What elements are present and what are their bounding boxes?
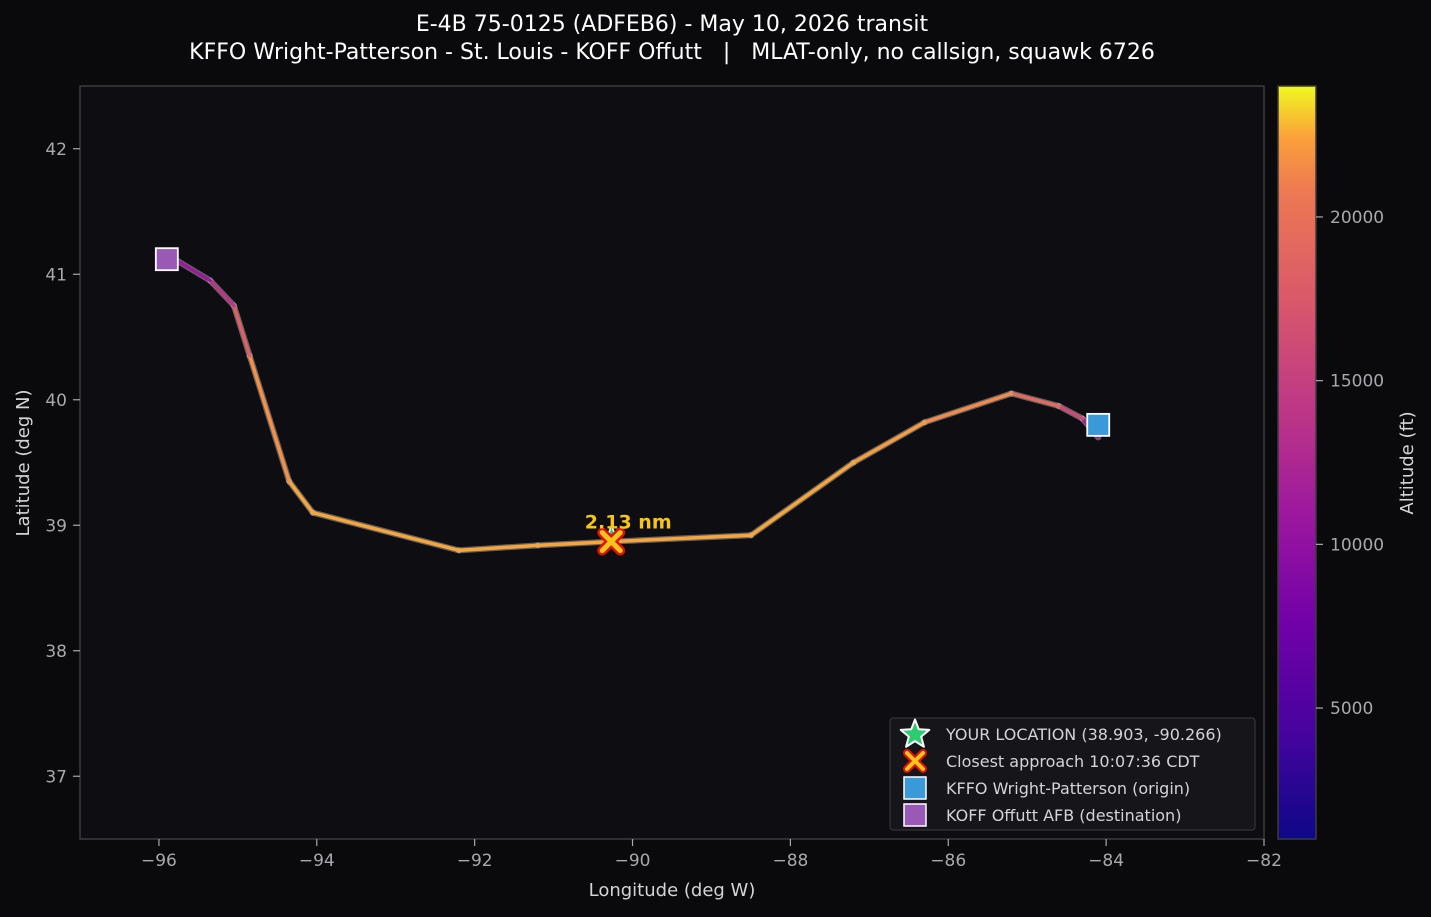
chart-title: E-4B 75-0125 (ADFEB6) - May 10, 2026 tra…: [416, 12, 929, 37]
star-icon: [899, 718, 931, 748]
colorbar-ticks: 5000 10000 15000 20000: [1316, 208, 1384, 719]
y-tick-label: 42: [45, 140, 67, 160]
track-segment: [232, 303, 252, 358]
colorbar-tick-label: 20000: [1330, 208, 1384, 228]
plot-area: [79, 85, 1265, 840]
x-axis-label: Longitude (deg W): [589, 880, 756, 901]
x-marker-icon-fill: [905, 751, 925, 771]
legend-label-destination: KOFF Offutt AFB (destination): [946, 806, 1181, 825]
origin-marker: [1086, 412, 1111, 437]
y-axis-ticks: 37 38 39 40 41 42: [45, 140, 80, 787]
y-tick-label: 40: [45, 391, 67, 411]
legend-item-your-location: YOUR LOCATION (38.903, -90.266): [899, 718, 1222, 748]
x-tick-label: −94: [299, 851, 335, 871]
track-segment: [172, 257, 212, 283]
y-tick-label: 37: [45, 767, 67, 787]
legend-label-your-location: YOUR LOCATION (38.903, -90.266): [945, 725, 1222, 744]
legend-label-origin: KFFO Wright-Patterson (origin): [946, 779, 1190, 798]
y-tick-label: 38: [45, 642, 67, 662]
x-tick-label: −92: [457, 851, 493, 871]
legend: YOUR LOCATION (38.903, -90.266) Closest …: [889, 717, 1256, 831]
markers: [154, 247, 1111, 556]
legend-box: [889, 717, 1256, 831]
x-tick-label: −96: [141, 851, 177, 871]
square-icon-destination: [903, 803, 927, 827]
y-tick-label: 39: [45, 516, 67, 536]
track-segment: [287, 479, 315, 515]
colorbar: [1277, 85, 1317, 840]
flight-track: [171, 256, 1102, 554]
destination-marker: [154, 247, 179, 272]
y-axis-label: Latitude (deg N): [13, 390, 34, 537]
x-axis-ticks: −96 −94 −92 −90 −88 −86 −84 −82: [141, 839, 1282, 871]
track-segment: [922, 391, 1014, 425]
track-segment: [536, 539, 613, 548]
colorbar-tick-label: 10000: [1330, 535, 1384, 555]
legend-item-origin: KFFO Wright-Patterson (origin): [903, 776, 1190, 800]
x-tick-label: −90: [615, 851, 651, 871]
chart-subtitle: KFFO Wright-Patterson - St. Louis - KOFF…: [189, 40, 1155, 65]
square-icon-origin: [903, 776, 927, 800]
track-segment: [1009, 391, 1061, 408]
x-tick-label: −88: [772, 851, 808, 871]
closest-approach-annotation: 2.13 nm: [585, 512, 672, 534]
track-segment: [311, 510, 461, 553]
track-segment: [851, 420, 927, 465]
colorbar-tick-label: 5000: [1330, 699, 1373, 719]
legend-label-closest-approach: Closest approach 10:07:36 CDT: [946, 752, 1200, 771]
legend-item-destination: KOFF Offutt AFB (destination): [903, 803, 1181, 827]
track-segment: [1057, 404, 1085, 421]
y-tick-label: 41: [45, 265, 67, 285]
colorbar-tick-label: 15000: [1330, 372, 1384, 392]
colorbar-label: Altitude (ft): [1397, 411, 1418, 514]
legend-item-closest-approach: Closest approach 10:07:36 CDT: [903, 749, 1200, 773]
track-segment: [609, 533, 753, 544]
track-segment: [457, 543, 540, 553]
x-tick-label: −86: [930, 851, 966, 871]
x-tick-label: −82: [1246, 851, 1282, 871]
x-tick-label: −84: [1088, 851, 1124, 871]
track-segment: [247, 354, 291, 484]
track-segment: [749, 460, 856, 538]
closest-approach-marker: [599, 530, 623, 554]
track-segment: [208, 278, 236, 308]
